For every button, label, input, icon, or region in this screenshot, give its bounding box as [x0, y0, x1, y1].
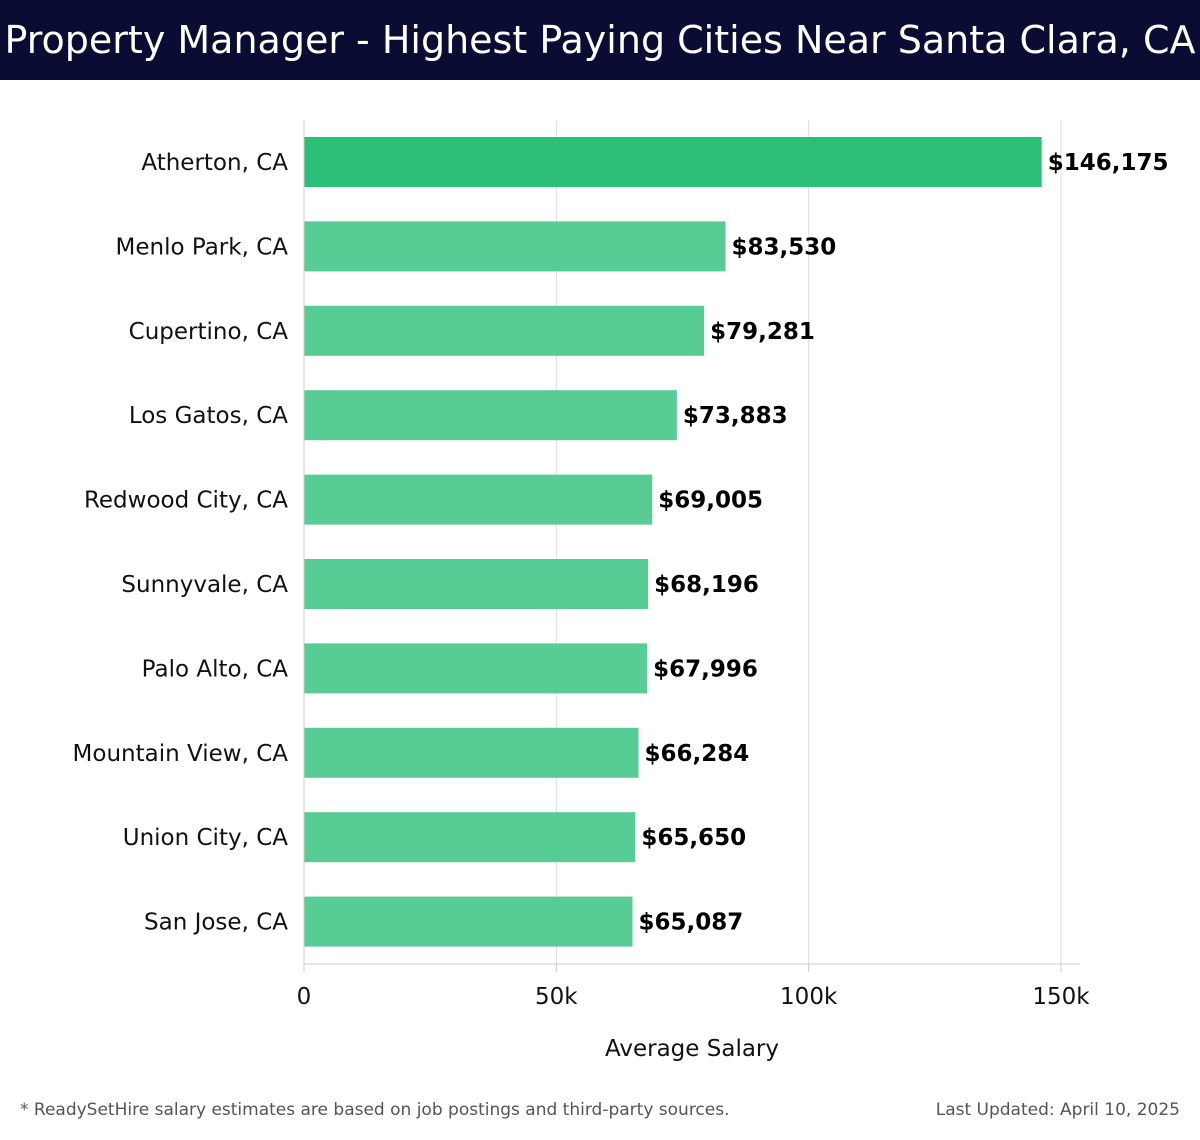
x-tick-label: 100k — [780, 984, 838, 1010]
value-label: $68,196 — [654, 572, 759, 598]
category-label: Menlo Park, CA — [116, 234, 289, 260]
x-tick-label: 0 — [297, 984, 312, 1010]
x-axis-title: Average Salary — [605, 1036, 779, 1062]
bar — [304, 559, 649, 609]
bar — [304, 137, 1042, 187]
value-label: $66,284 — [645, 741, 750, 767]
bar-chart: Atherton, CA $146,175 Menlo Park, CA $83,53… — [73, 120, 1169, 1062]
labels: Atherton, CA $146,175 Menlo Park, CA $83,53… — [73, 150, 1169, 936]
bar — [304, 221, 726, 272]
category-label: Redwood City, CA — [84, 488, 288, 514]
x-tick-label: 50k — [535, 984, 578, 1010]
last-updated: Last Updated: April 10, 2025 — [935, 1100, 1180, 1120]
category-label: Los Gatos, CA — [129, 403, 288, 429]
value-label: $73,883 — [683, 403, 788, 429]
value-label: $69,005 — [658, 488, 763, 514]
bar — [304, 812, 636, 863]
value-label: $67,996 — [653, 656, 758, 682]
value-label: $146,175 — [1048, 150, 1169, 176]
category-label: Mountain View, CA — [73, 741, 289, 767]
x-axis: 0 50k 100k 150k Average Salary — [297, 120, 1090, 1062]
bars — [304, 137, 1042, 947]
bar — [304, 305, 705, 356]
bar — [304, 727, 639, 778]
category-label: Atherton, CA — [141, 150, 288, 176]
category-label: Union City, CA — [123, 825, 289, 851]
chart-title: Property Manager - Highest Paying Cities… — [4, 18, 1196, 62]
x-tick-label: 150k — [1032, 984, 1090, 1010]
category-label: Cupertino, CA — [129, 319, 289, 345]
bar — [304, 474, 653, 525]
bar — [304, 896, 633, 947]
value-label: $65,087 — [638, 910, 743, 936]
footnote: * ReadySetHire salary estimates are base… — [20, 1100, 730, 1120]
value-label: $79,281 — [710, 319, 815, 345]
category-label: Sunnyvale, CA — [121, 572, 288, 598]
value-label: $65,650 — [641, 825, 746, 851]
category-label: San Jose, CA — [144, 910, 288, 936]
value-label: $83,530 — [732, 234, 837, 260]
category-label: Palo Alto, CA — [142, 656, 289, 682]
bar — [304, 390, 677, 441]
bar — [304, 643, 648, 694]
title-bar: Property Manager - Highest Paying Cities… — [0, 0, 1200, 80]
